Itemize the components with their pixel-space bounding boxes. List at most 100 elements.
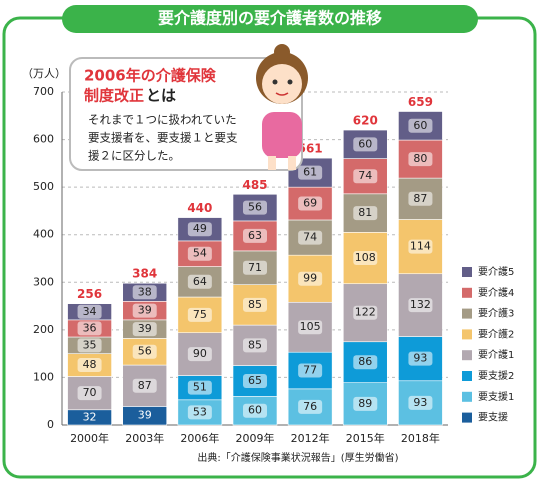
x-tick-label: 2015年 [346, 431, 385, 445]
value-label-bg [408, 191, 433, 206]
total-label: 620 [353, 114, 378, 128]
total-label: 440 [187, 201, 212, 215]
value-label-bg [187, 347, 212, 362]
y-tick-label: 0 [47, 418, 54, 431]
value-label: 81 [358, 206, 372, 219]
legend-swatch [462, 287, 472, 298]
value-label-bg [187, 307, 212, 322]
value-label: 32 [83, 410, 97, 423]
value-label-bg [187, 405, 212, 420]
value-label-bg [77, 358, 102, 373]
value-label: 56 [138, 345, 152, 358]
value-label-bg [132, 303, 157, 318]
value-label-bg [408, 351, 433, 366]
value-label: 51 [193, 381, 207, 394]
value-label: 36 [83, 321, 97, 334]
legend-swatch [462, 412, 472, 423]
y-tick-label: 400 [33, 228, 54, 241]
value-label: 93 [413, 352, 427, 365]
value-label-bg [77, 338, 102, 353]
value-label-bg [187, 222, 212, 237]
x-tick-label: 2012年 [291, 431, 330, 445]
value-label-bg [298, 399, 323, 414]
y-tick-label: 300 [33, 275, 54, 288]
value-label: 114 [410, 240, 431, 253]
value-label: 99 [303, 272, 317, 285]
value-label: 85 [248, 338, 262, 351]
value-label-bg [77, 321, 102, 336]
callout-body: 援２に区分した。 [88, 149, 180, 163]
total-label: 659 [408, 95, 433, 109]
legend-swatch [462, 329, 472, 340]
legend-swatch [462, 350, 472, 361]
value-label: 76 [303, 400, 317, 413]
value-label: 86 [358, 355, 372, 368]
value-label: 89 [358, 397, 372, 410]
y-tick-label: 100 [33, 370, 54, 383]
value-label: 65 [248, 374, 262, 387]
value-label-bg [408, 395, 433, 410]
y-tick-label: 600 [33, 133, 54, 146]
x-tick-label: 2003年 [125, 431, 164, 445]
value-label-bg [187, 246, 212, 261]
value-label: 93 [413, 396, 427, 409]
value-label-bg [243, 260, 267, 275]
value-label: 39 [138, 322, 152, 335]
value-label-bg [353, 206, 378, 221]
value-label: 69 [303, 197, 317, 210]
value-label: 90 [193, 347, 207, 360]
value-label: 70 [83, 386, 97, 399]
value-label-bg [132, 285, 157, 300]
callout-title: 2006年の介護保険 [84, 67, 217, 85]
value-label: 39 [138, 304, 152, 317]
value-label-bg [353, 169, 378, 184]
value-label: 60 [413, 119, 427, 132]
value-label-bg [243, 338, 267, 353]
value-label: 108 [355, 251, 376, 264]
value-label: 87 [138, 379, 152, 392]
total-label: 384 [132, 267, 157, 281]
value-label: 132 [410, 298, 431, 311]
callout-title: 制度改正 [84, 87, 144, 105]
y-tick-label: 200 [33, 323, 54, 336]
value-label-bg [298, 230, 323, 245]
bar-segment [177, 296, 223, 334]
legend-label: 要介護3 [478, 307, 514, 320]
value-label-bg [353, 305, 378, 320]
value-label: 61 [303, 166, 317, 179]
y-tick-label: 500 [33, 180, 54, 193]
total-label: 256 [77, 287, 102, 301]
callout-box [69, 57, 303, 171]
value-label-bg [132, 322, 157, 337]
source: 出典:「介護保険事業状況報告」(厚生労働省) [197, 451, 398, 464]
value-label: 39 [138, 409, 152, 422]
value-label-bg [243, 373, 267, 388]
value-label-bg [132, 378, 157, 393]
legend-swatch [462, 391, 472, 402]
y-tick-label: 700 [33, 85, 54, 98]
value-label-bg [243, 200, 267, 215]
value-label: 63 [248, 229, 262, 242]
value-label-bg [187, 380, 212, 395]
title-banner [62, 5, 478, 33]
legend-label: 要介護2 [478, 327, 514, 340]
value-label-bg [353, 251, 378, 266]
legend-label: 要介護4 [478, 286, 514, 299]
value-label: 48 [83, 358, 97, 371]
value-label-bg [353, 137, 378, 152]
value-label-bg [77, 386, 102, 401]
value-label: 75 [193, 308, 207, 321]
value-label-bg [298, 271, 323, 286]
legend-label: 要支援 [478, 411, 508, 424]
legend-label: 要支援1 [478, 390, 514, 403]
total-label: 485 [242, 178, 267, 192]
value-label-bg [408, 152, 433, 167]
legend-label: 要介護5 [478, 265, 514, 278]
legend-swatch [462, 267, 472, 277]
value-label: 56 [248, 201, 262, 214]
legend-swatch [462, 371, 472, 381]
value-label-bg [243, 228, 267, 243]
value-label: 77 [303, 364, 317, 377]
value-label-bg [298, 363, 323, 378]
